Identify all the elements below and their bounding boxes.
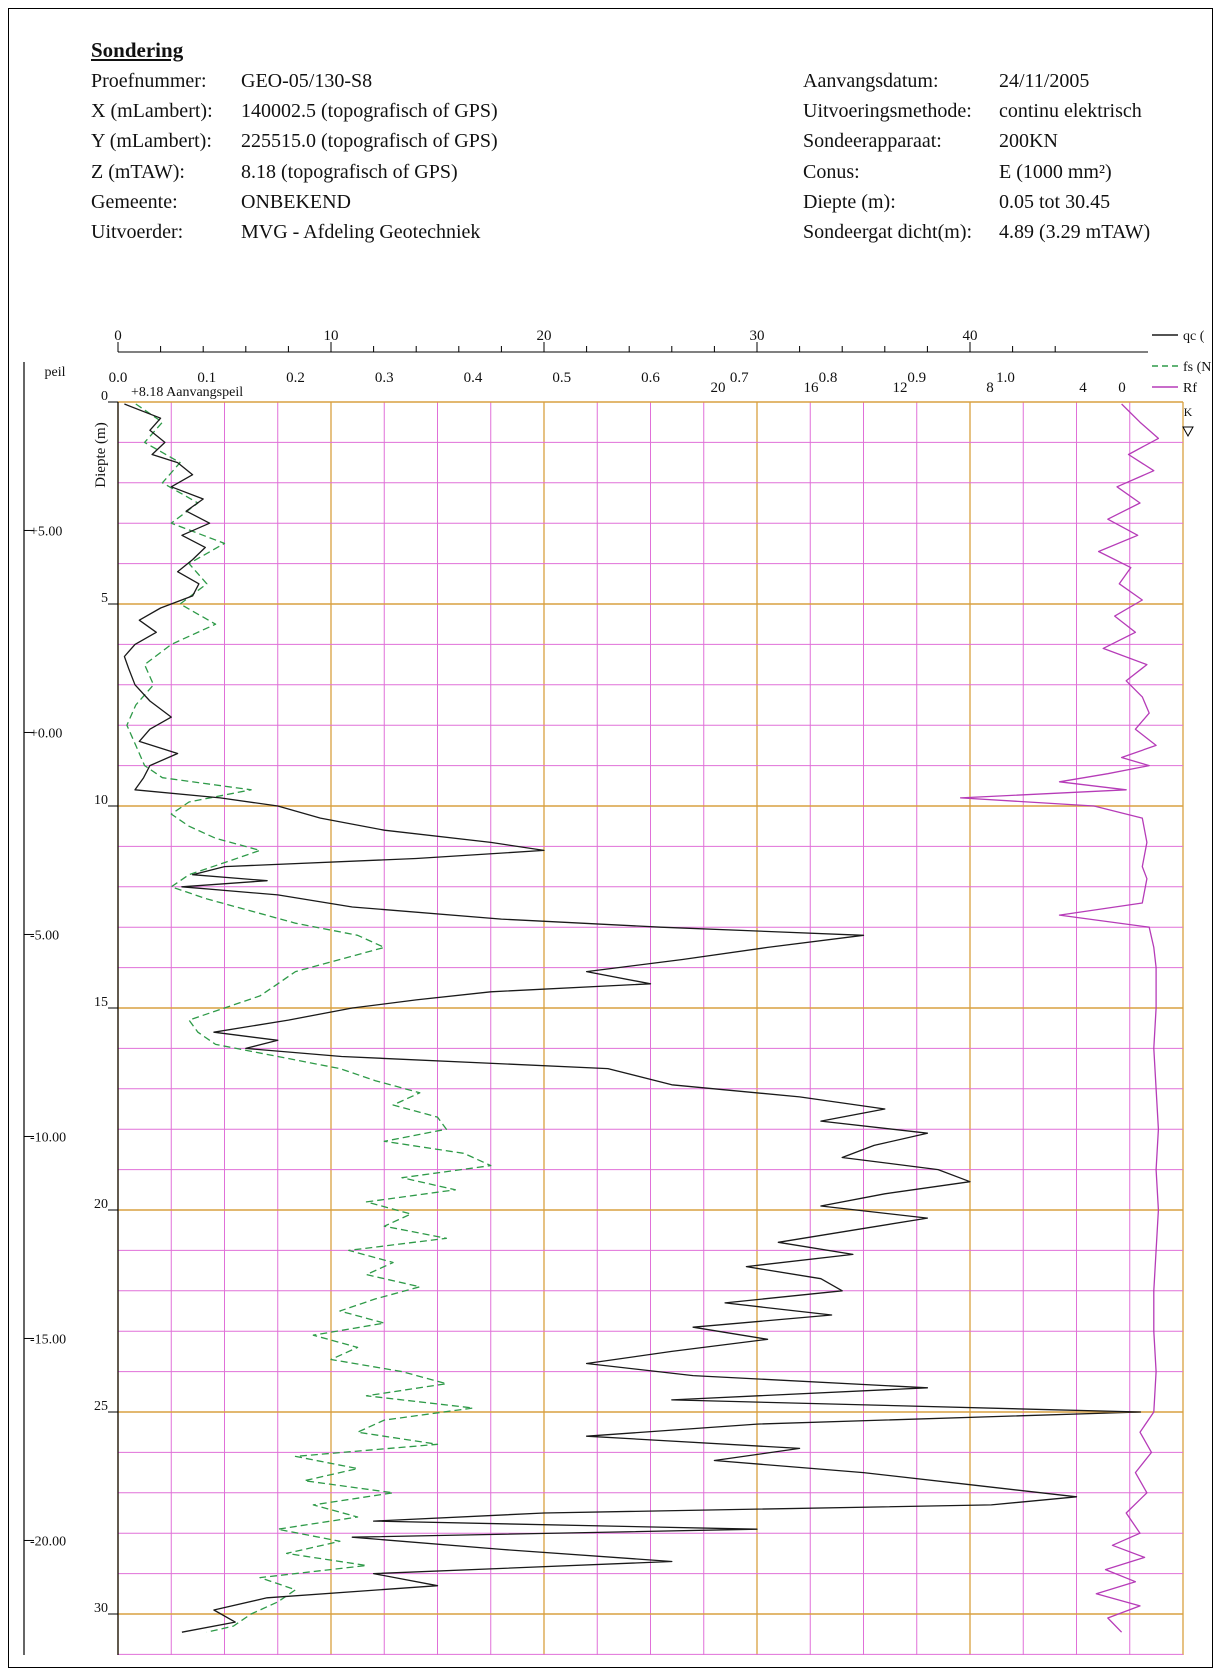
legend-label-rf: Rf (1183, 381, 1197, 396)
field-value: 4.89 (3.29 mTAW) (999, 221, 1151, 243)
rf-tick-label: 4 (1079, 380, 1087, 396)
field-label: Diepte (m): (803, 191, 896, 213)
depth-tick-label: 10 (94, 793, 108, 808)
field-value: 200KN (999, 130, 1058, 152)
field-value: GEO-05/130-S8 (241, 70, 373, 92)
depth-tick-label: 20 (94, 1197, 108, 1212)
field-label: Gemeente: (91, 191, 178, 213)
field-label: Uitvoeringsmethode: (803, 100, 972, 122)
peil-tick-label: +0.00 (30, 726, 62, 741)
qc-tick-label: 40 (963, 328, 978, 344)
depth-tick-label: 15 (94, 995, 108, 1010)
field-value: continu elektrisch (999, 100, 1142, 122)
fs-tick-label: 0.1 (197, 370, 216, 386)
report-title: Sondering (91, 38, 184, 62)
rf-tick-label: 16 (804, 380, 820, 396)
peil-tick-label: -20.00 (30, 1534, 66, 1549)
fs-tick-label: 0.5 (552, 370, 571, 386)
fs-tick-label: 1.0 (996, 370, 1015, 386)
rf-tick-label: 0 (1118, 380, 1126, 396)
field-label: X (mLambert): (91, 100, 213, 122)
field-value: 8.18 (topografisch of GPS) (241, 161, 458, 183)
legend-label-qc: qc ( (1183, 329, 1205, 344)
field-value: 0.05 tot 30.45 (999, 191, 1111, 213)
marker-k-label: K (1184, 405, 1193, 419)
rf-series-line (959, 403, 1160, 1633)
field-label: Sondeergat dicht(m): (803, 221, 973, 243)
field-label: Aanvangsdatum: (803, 70, 939, 92)
fs-tick-label: 0.3 (375, 370, 394, 386)
fs-tick-label: 0.7 (730, 370, 749, 386)
fs-tick-label: 0.4 (464, 370, 483, 386)
peil-tick-label: -5.00 (30, 928, 59, 943)
rf-tick-label: 12 (893, 380, 908, 396)
sondering-header: Sondering Proefnummer: GEO-05/130-S8 X (… (0, 0, 1221, 280)
rf-tick-label: 8 (986, 380, 994, 396)
field-value: E (1000 mm²) (999, 161, 1112, 183)
field-value: 140002.5 (topografisch of GPS) (241, 100, 498, 122)
start-level-label: +8.18 Aanvangspeil (131, 385, 243, 400)
peil-tick-label: +5.00 (30, 524, 62, 539)
depth-axis-title: Diepte (m) (93, 422, 109, 487)
qc-tick-label: 20 (537, 328, 552, 344)
legend-label-fs: fs (N (1183, 360, 1211, 375)
qc-series-line (123, 403, 1142, 1633)
field-label: Sondeerapparaat: (803, 130, 942, 152)
field-value: MVG - Afdeling Geotechniek (241, 221, 481, 243)
fs-tick-label: 0.0 (109, 370, 128, 386)
qc-tick-label: 10 (324, 328, 339, 344)
qc-tick-label: 30 (750, 328, 765, 344)
field-label: Z (mTAW): (91, 161, 185, 183)
field-label: Proefnummer: (91, 70, 207, 92)
qc-tick-label: 0 (114, 328, 122, 344)
peil-tick-label: -15.00 (30, 1332, 66, 1347)
fs-series-line (126, 403, 492, 1633)
field-label: Y (mLambert): (91, 130, 212, 152)
depth-tick-label: 25 (94, 1399, 108, 1414)
fs-tick-label: 0.6 (641, 370, 660, 386)
field-value: 225515.0 (topografisch of GPS) (241, 130, 498, 152)
water-level-icon (1182, 426, 1194, 438)
depth-tick-label: 5 (101, 591, 108, 606)
fs-tick-label: 0.9 (907, 370, 926, 386)
fs-tick-label: 0.2 (286, 370, 305, 386)
field-value: ONBEKEND (241, 191, 351, 213)
fs-tick-label: 0.8 (819, 370, 838, 386)
peil-tick-label: -10.00 (30, 1130, 66, 1145)
rf-tick-label: 20 (711, 380, 726, 396)
field-label: Conus: (803, 161, 860, 183)
peil-label: peil (45, 365, 66, 380)
depth-tick-label: 0 (101, 389, 108, 404)
depth-tick-label: 30 (94, 1601, 108, 1616)
field-value: 24/11/2005 (999, 70, 1090, 92)
field-label: Uitvoerder: (91, 221, 184, 243)
